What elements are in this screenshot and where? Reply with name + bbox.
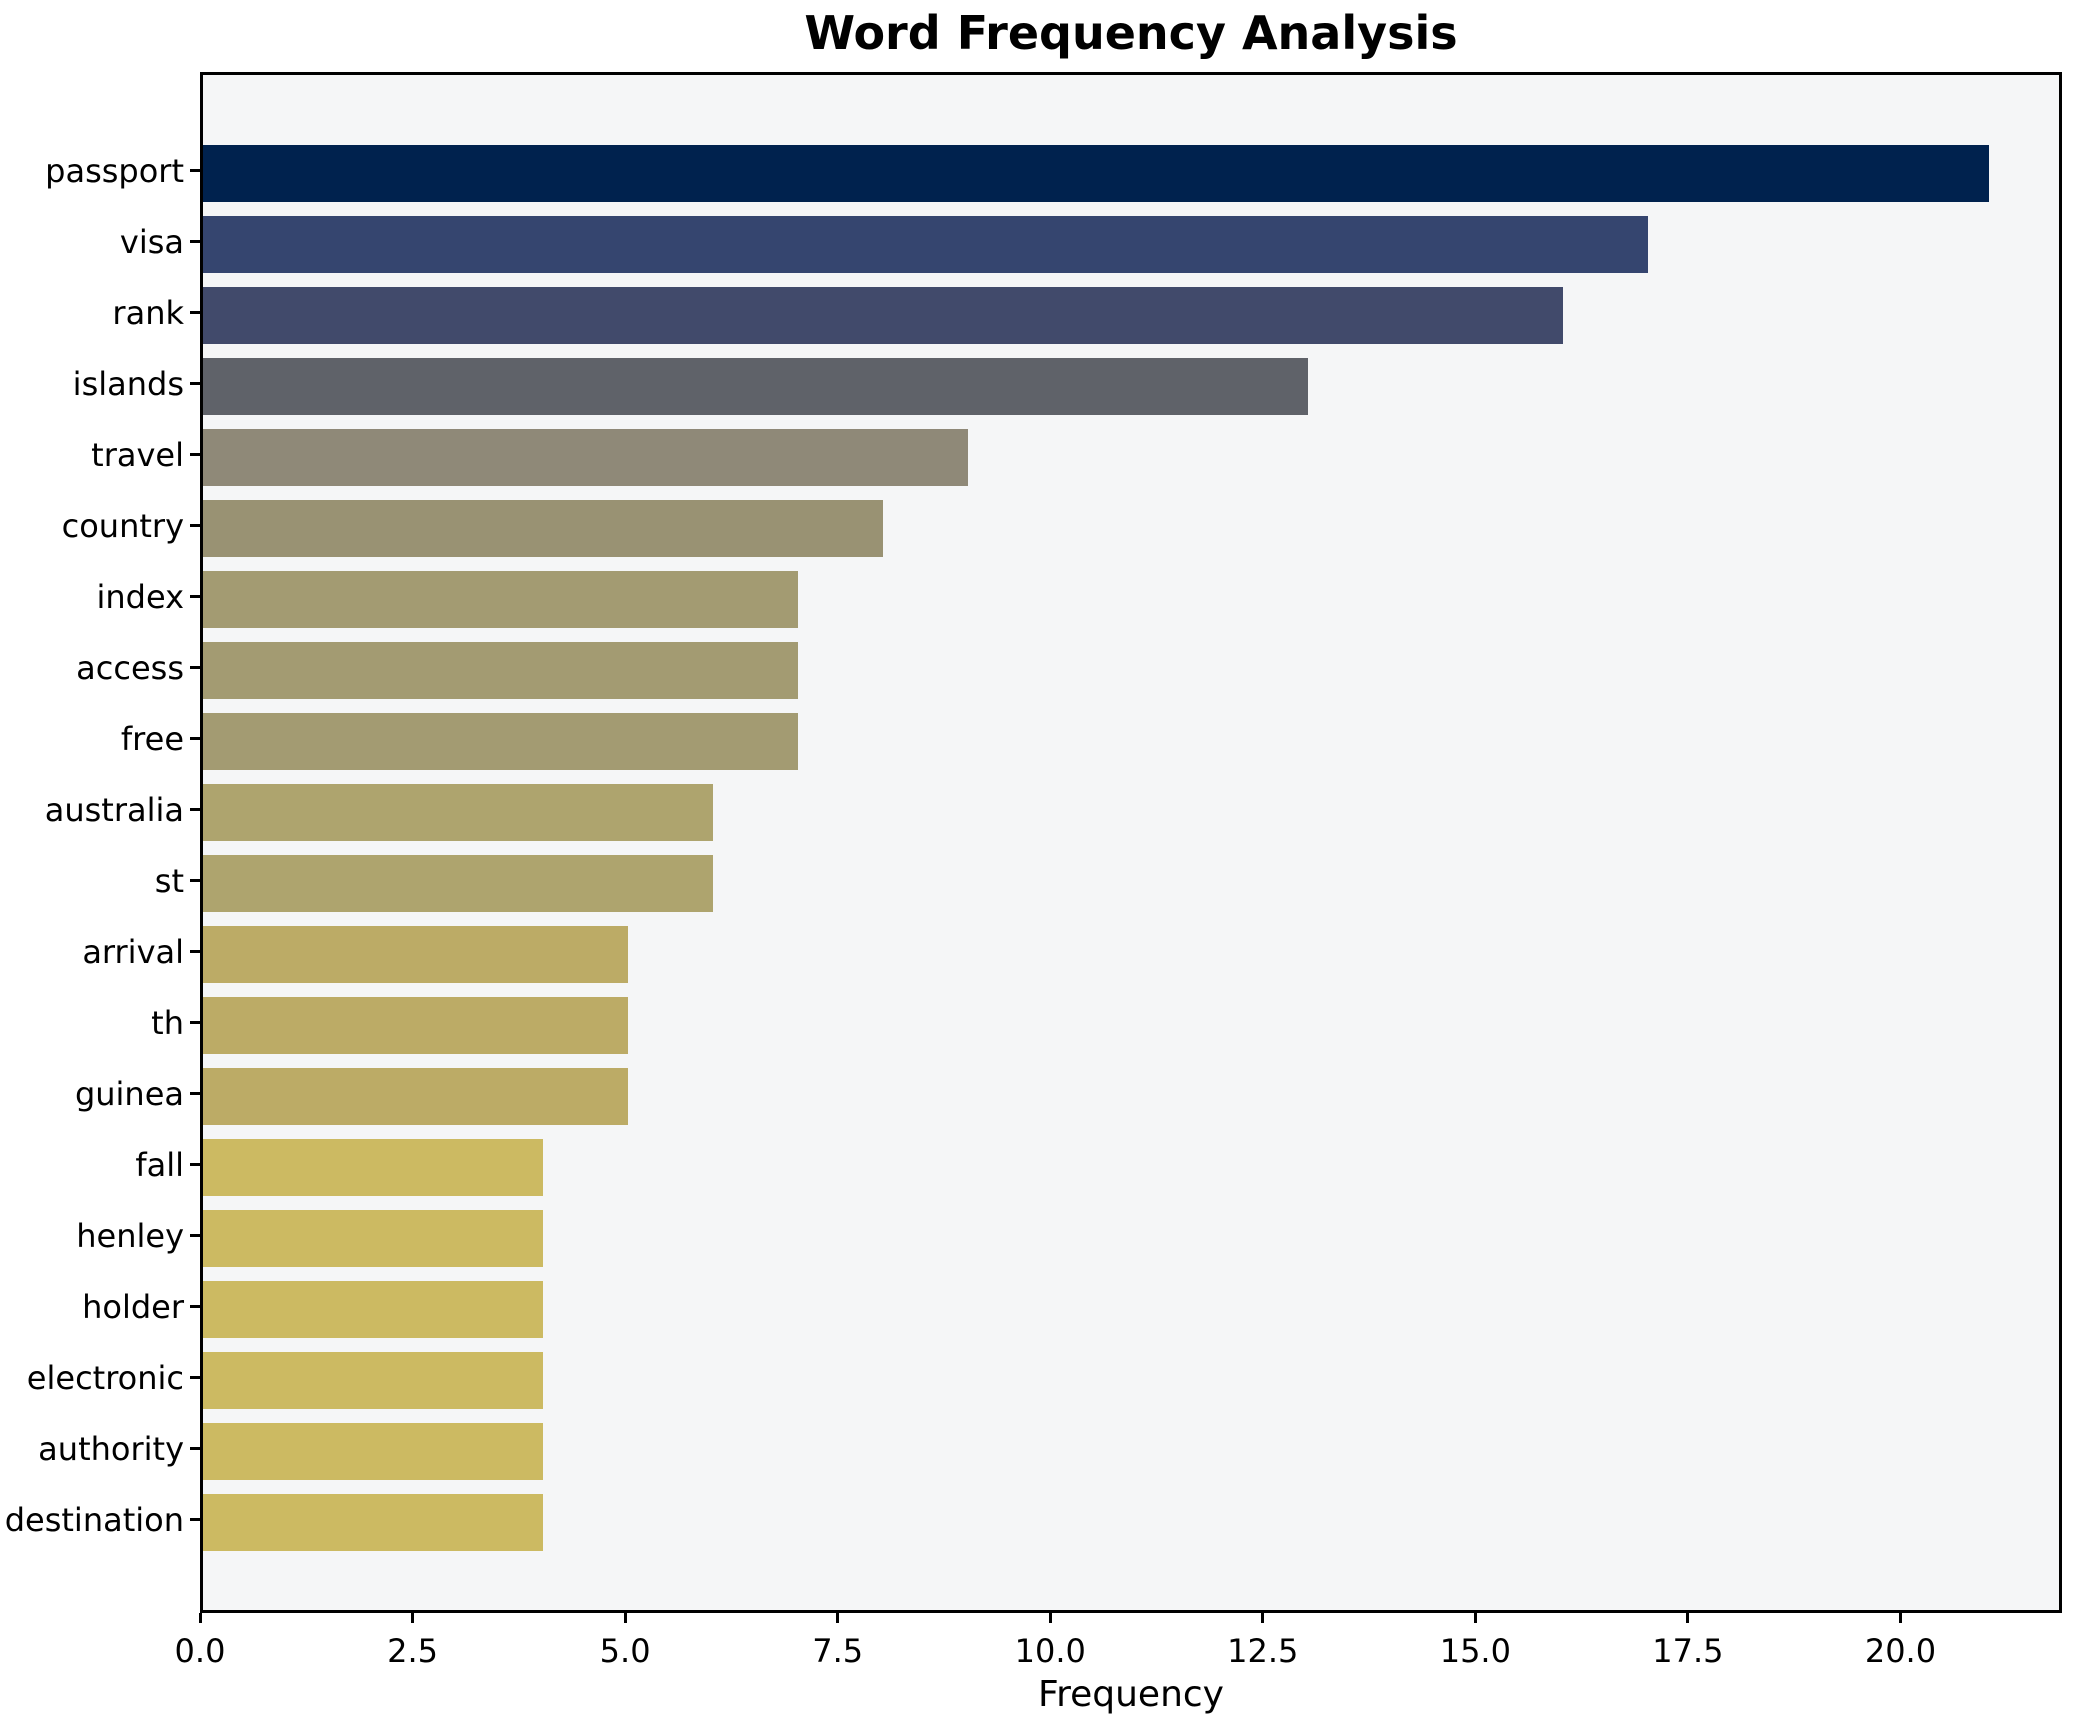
bar-rank	[203, 287, 1564, 344]
ytick-label-travel: travel	[91, 435, 184, 474]
ytick-mark	[190, 808, 200, 811]
xtick-label-20.0: 20.0	[1864, 1632, 1937, 1670]
ytick-label-islands: islands	[72, 364, 184, 403]
bar-passport	[203, 145, 1989, 202]
ytick-label-st: st	[154, 861, 184, 900]
ytick-mark	[190, 1376, 200, 1379]
xtick-mark	[836, 1613, 840, 1623]
ytick-mark	[190, 666, 200, 669]
xtick-label-7.5: 7.5	[812, 1632, 864, 1670]
bar-guinea	[203, 1068, 629, 1125]
ytick-label-arrival: arrival	[82, 932, 184, 971]
ytick-label-country: country	[61, 506, 184, 545]
bar-arrival	[203, 926, 629, 983]
bar-holder	[203, 1281, 544, 1338]
xtick-label-10.0: 10.0	[1014, 1632, 1086, 1670]
bar-henley	[203, 1210, 544, 1267]
chart-title: Word Frequency Analysis	[804, 6, 1458, 60]
bar-destination	[203, 1494, 544, 1551]
ytick-mark	[190, 240, 200, 243]
bar-authority	[203, 1423, 544, 1480]
bar-visa	[203, 216, 1649, 273]
ytick-label-electronic: electronic	[26, 1358, 184, 1397]
ytick-label-passport: passport	[45, 151, 184, 190]
ytick-label-australia: australia	[44, 790, 184, 829]
ytick-label-fall: fall	[135, 1145, 184, 1184]
bar-fall	[203, 1139, 544, 1196]
xtick-mark	[198, 1613, 202, 1623]
ytick-label-henley: henley	[76, 1216, 184, 1255]
bar-travel	[203, 429, 969, 486]
xtick-mark	[623, 1613, 627, 1623]
ytick-mark	[190, 1234, 200, 1237]
ytick-label-th: th	[151, 1003, 184, 1042]
ytick-label-holder: holder	[82, 1287, 184, 1326]
bar-th	[203, 997, 629, 1054]
ytick-mark	[190, 1021, 200, 1024]
xtick-label-0.0: 0.0	[174, 1632, 226, 1670]
xtick-label-12.5: 12.5	[1227, 1632, 1299, 1670]
ytick-mark	[190, 1305, 200, 1308]
ytick-label-rank: rank	[112, 293, 184, 332]
plot-area	[200, 72, 2062, 1613]
xtick-label-17.5: 17.5	[1652, 1632, 1724, 1670]
ytick-label-visa: visa	[119, 222, 184, 261]
ytick-mark	[190, 382, 200, 385]
ytick-label-guinea: guinea	[74, 1074, 184, 1113]
ytick-mark	[190, 879, 200, 882]
ytick-mark	[190, 453, 200, 456]
x-axis-label: Frequency	[1038, 1674, 1224, 1715]
ytick-mark	[190, 595, 200, 598]
xtick-mark	[1686, 1613, 1690, 1623]
xtick-mark	[1473, 1613, 1477, 1623]
bar-electronic	[203, 1352, 544, 1409]
bar-st	[203, 855, 714, 912]
xtick-mark	[1048, 1613, 1052, 1623]
xtick-mark	[1261, 1613, 1265, 1623]
bar-index	[203, 571, 799, 628]
xtick-mark	[411, 1613, 415, 1623]
ytick-mark	[190, 524, 200, 527]
bar-free	[203, 713, 799, 770]
xtick-label-2.5: 2.5	[387, 1632, 438, 1670]
bar-country	[203, 500, 884, 557]
ytick-label-access: access	[76, 648, 184, 687]
xtick-label-15.0: 15.0	[1439, 1632, 1511, 1670]
ytick-mark	[190, 169, 200, 172]
ytick-label-authority: authority	[38, 1429, 184, 1468]
ytick-mark	[190, 1518, 200, 1521]
ytick-mark	[190, 1092, 200, 1095]
ytick-label-destination: destination	[4, 1500, 184, 1539]
bar-australia	[203, 784, 714, 841]
ytick-mark	[190, 1163, 200, 1166]
ytick-label-free: free	[120, 719, 184, 758]
xtick-mark	[1898, 1613, 1902, 1623]
bar-access	[203, 642, 799, 699]
ytick-mark	[190, 737, 200, 740]
ytick-label-index: index	[96, 577, 184, 616]
bar-islands	[203, 358, 1309, 415]
xtick-label-5.0: 5.0	[599, 1632, 651, 1670]
ytick-mark	[190, 311, 200, 314]
ytick-mark	[190, 1447, 200, 1450]
ytick-mark	[190, 950, 200, 953]
